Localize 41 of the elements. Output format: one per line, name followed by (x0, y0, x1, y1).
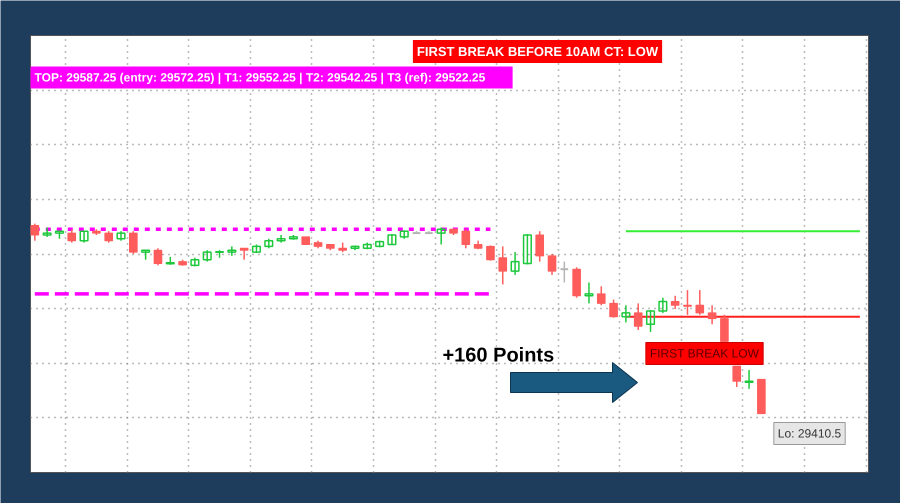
candlestick (42, 226, 52, 238)
candlestick (683, 289, 692, 316)
candlestick (154, 248, 162, 266)
candlestick (387, 233, 396, 246)
candlestick (436, 226, 446, 246)
candlestick (535, 230, 544, 262)
candlestick (596, 286, 606, 306)
text: FIRST BREAK BEFORE 10AM CT: LOW (416, 44, 659, 59)
candlestick (584, 282, 594, 304)
candlestick (80, 230, 89, 244)
candlestick (264, 238, 274, 250)
candlestick (670, 295, 680, 310)
candlestick (658, 296, 668, 314)
candlestick (695, 289, 704, 316)
candlestick (104, 230, 114, 244)
candlestick (548, 253, 556, 276)
candlestick (510, 251, 520, 276)
candlestick (634, 302, 643, 331)
candlestick (720, 314, 729, 342)
text: Lo: 29410.5 (778, 426, 842, 440)
candlestick (732, 365, 742, 388)
candlestick (744, 369, 754, 390)
candlestick (202, 249, 212, 262)
candlestick (227, 246, 236, 257)
text: TOP: 29587.25 (entry: 29572.25) | T1: 29552.25 | T2: 29542.25 | T3 (ref): 29522.25 (34, 70, 486, 84)
candlestick (462, 228, 470, 250)
candlestick (708, 304, 716, 326)
candlestick (486, 244, 495, 262)
candlestick (67, 228, 76, 244)
candlestick (522, 233, 532, 266)
annotation: +160 Points (442, 344, 554, 366)
candlestick (560, 260, 570, 284)
candlestick (609, 298, 618, 318)
annotation: FIRST BREAK LOW (650, 346, 760, 360)
candlestick (30, 222, 40, 242)
candlestick (129, 230, 138, 255)
candlestick (646, 309, 656, 333)
candlestick (498, 246, 508, 286)
candlestick (141, 249, 150, 260)
candlestick (621, 304, 630, 324)
candlestick (116, 230, 126, 242)
